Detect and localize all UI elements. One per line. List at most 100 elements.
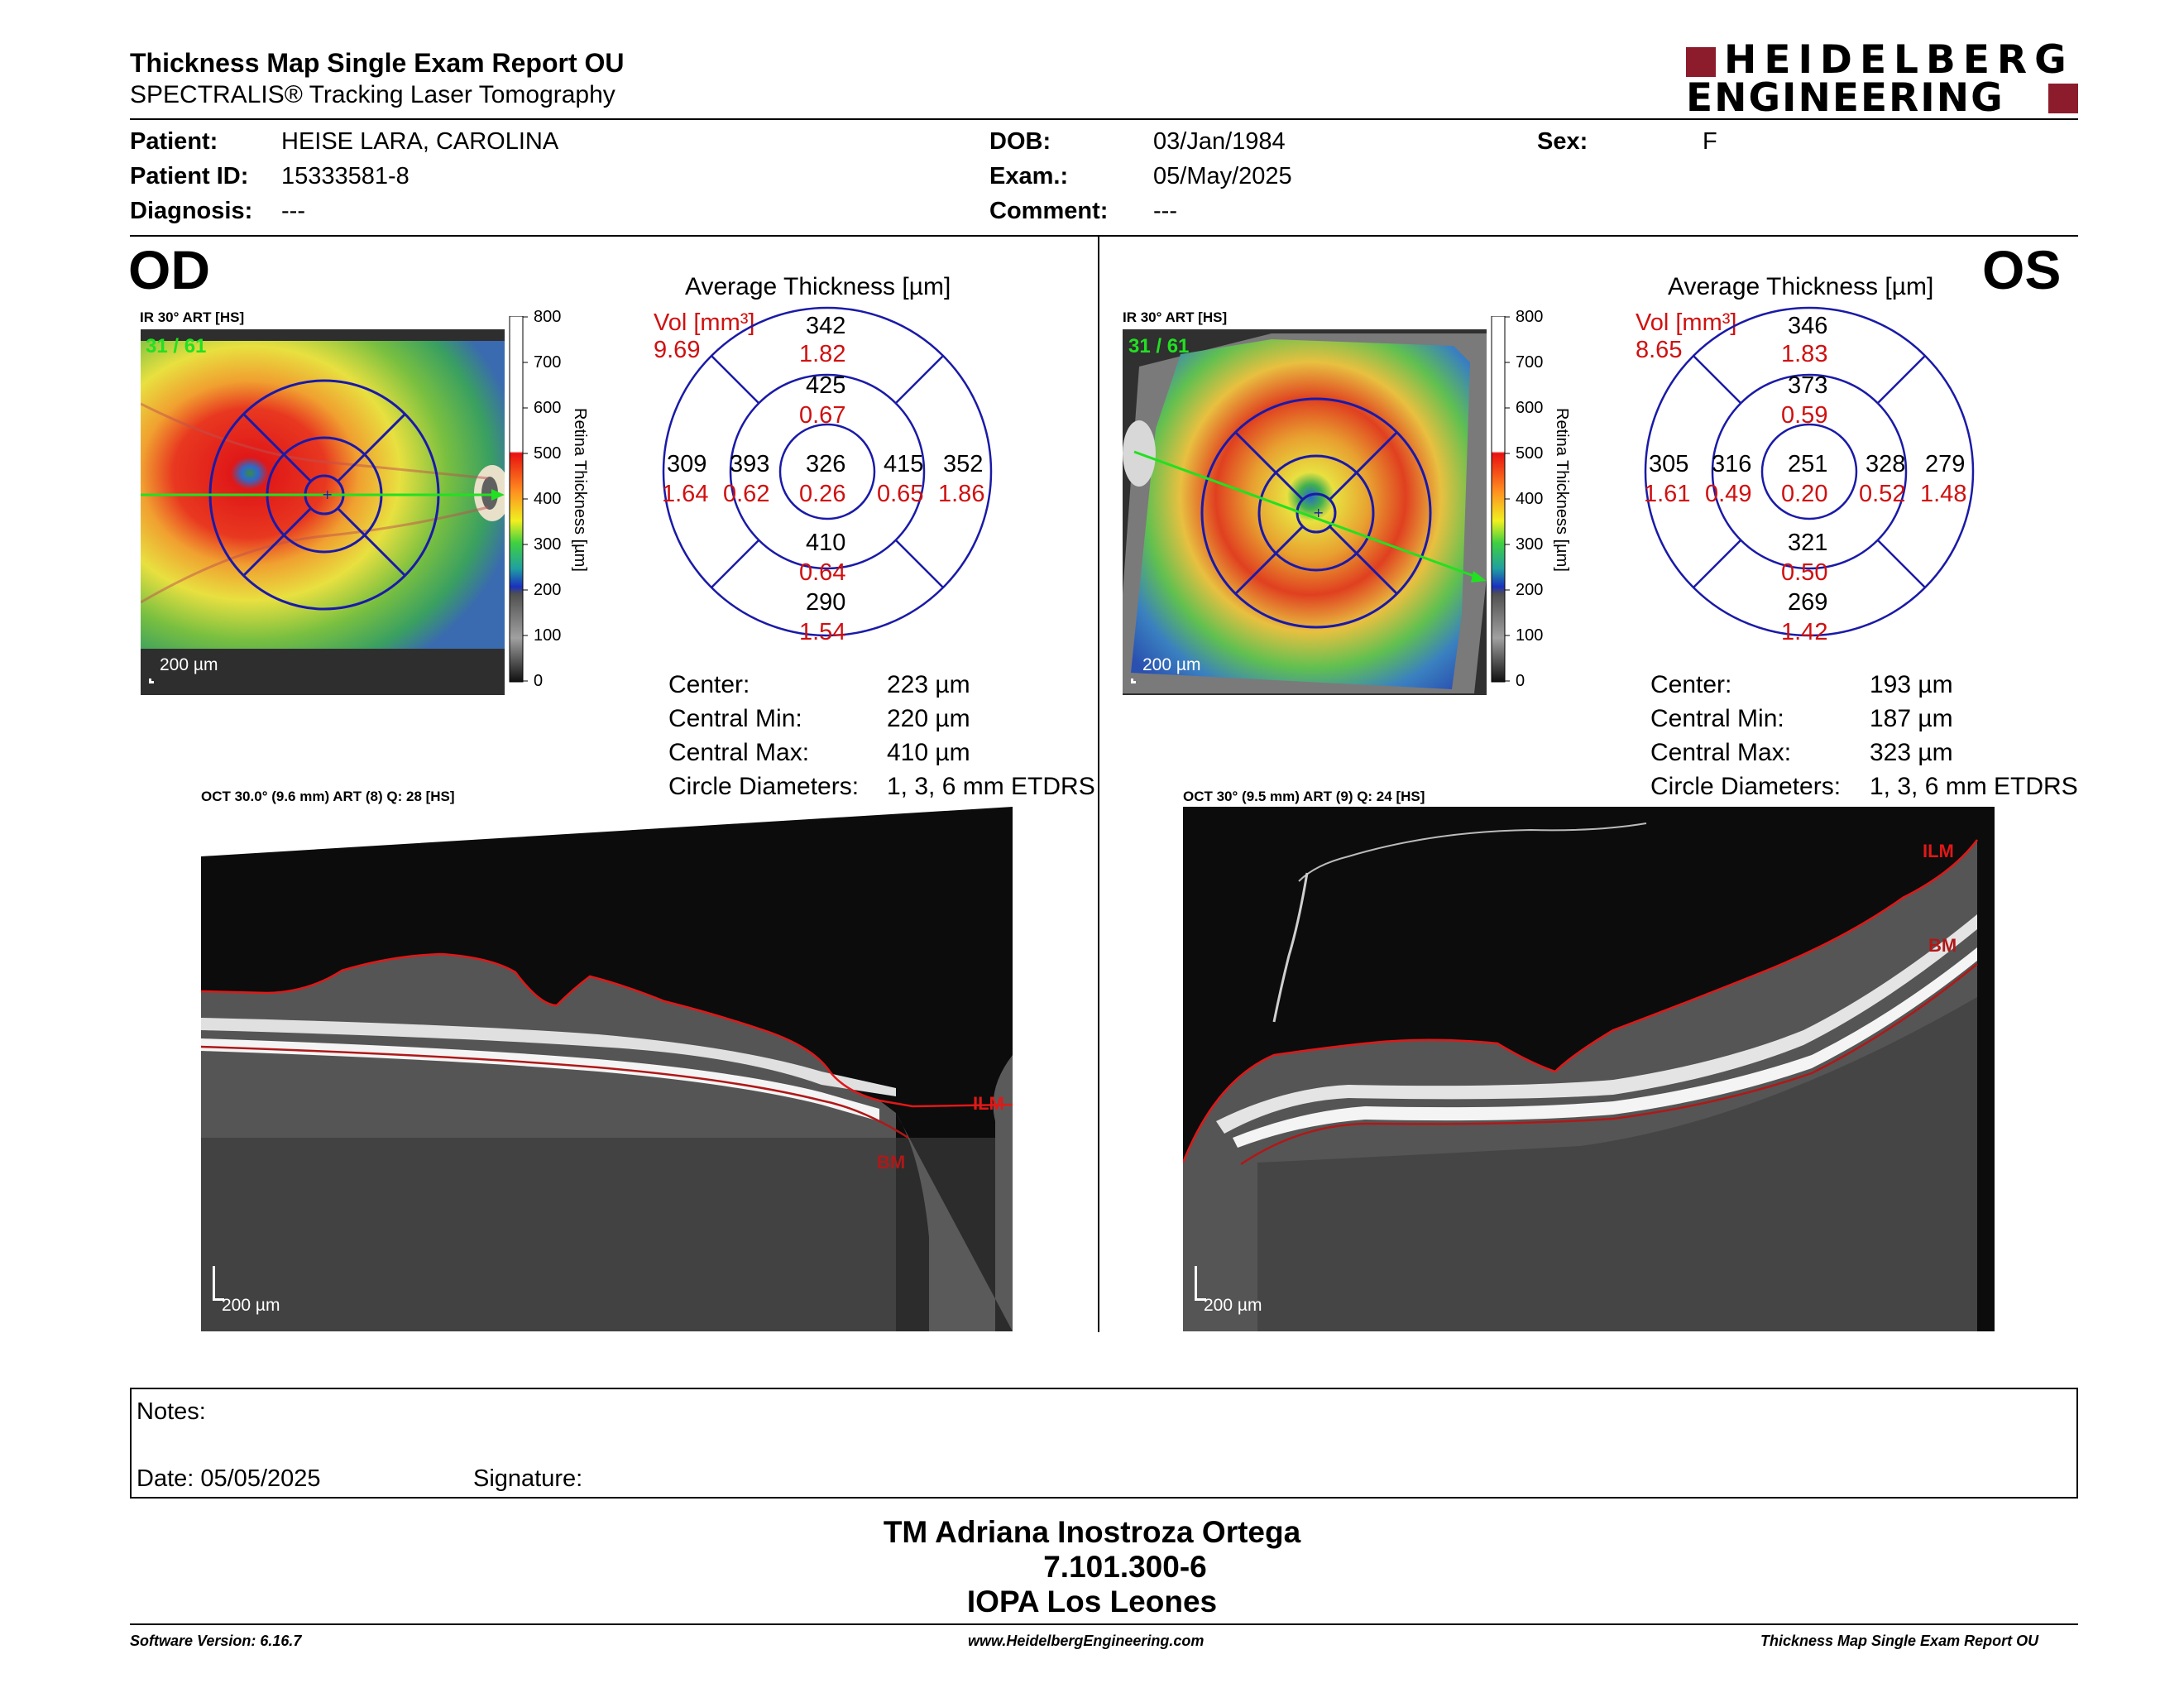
heidelberg-logo: HEIDELBERG ENGINEERING xyxy=(1686,41,2078,118)
od-outer-left-thickness: 309 xyxy=(667,451,707,477)
od-inner-right-volume: 0.65 xyxy=(877,481,924,507)
os-ir-scalebar: 200 µm xyxy=(1142,655,1201,674)
signer-id: 7.101.300-6 xyxy=(1043,1550,1207,1584)
exam-label: Exam.: xyxy=(989,163,1069,189)
od-inner-sup-thickness: 425 xyxy=(806,372,846,399)
os-outer-inf-thickness: 269 xyxy=(1788,589,1828,616)
os-frame-counter: 31 / 61 xyxy=(1128,335,1190,357)
od-outer-right-volume: 1.86 xyxy=(938,481,985,507)
os-tick-500: 500 xyxy=(1516,444,1544,463)
os-thickness-map: + xyxy=(1123,329,1487,695)
od-inner-inf-thickness: 410 xyxy=(806,530,846,556)
od-inner-sup-volume: 0.67 xyxy=(799,402,846,429)
od-outer-inf-thickness: 290 xyxy=(806,589,846,616)
os-ir-label: IR 30° ART [HS] xyxy=(1123,309,1228,325)
notes-signature-label: Signature: xyxy=(473,1465,583,1492)
os-circ-label: Circle Diameters: xyxy=(1650,773,1842,800)
od-tick-600: 600 xyxy=(534,399,562,417)
od-min-label: Central Min: xyxy=(668,705,802,732)
os-tick-600: 600 xyxy=(1516,399,1544,417)
os-outer-left-volume: 1.61 xyxy=(1644,481,1691,507)
od-circ-value: 1, 3, 6 mm ETDRS xyxy=(887,773,1095,800)
os-center-value: 193 µm xyxy=(1870,671,1953,698)
os-outer-inf-volume: 1.42 xyxy=(1781,619,1828,645)
od-outer-right-thickness: 352 xyxy=(943,451,984,477)
os-tick-100: 100 xyxy=(1516,626,1544,645)
os-tick-300: 300 xyxy=(1516,535,1544,554)
os-max-value: 323 µm xyxy=(1870,739,1953,766)
os-inner-right-thickness: 328 xyxy=(1866,451,1906,477)
os-oct-label: OCT 30° (9.5 mm) ART (9) Q: 24 [HS] xyxy=(1183,789,1425,804)
od-tick-500: 500 xyxy=(534,444,562,463)
svg-text:+: + xyxy=(322,487,333,502)
logo-red-block-left xyxy=(1686,47,1716,77)
diagnosis-label: Diagnosis: xyxy=(130,198,253,224)
notes-box xyxy=(130,1388,2078,1499)
svg-text:+: + xyxy=(1313,505,1324,520)
od-outer-sup-volume: 1.82 xyxy=(799,341,846,367)
od-tick-300: 300 xyxy=(534,535,562,554)
os-max-label: Central Max: xyxy=(1650,739,1792,766)
footer-website[interactable]: www.HeidelbergEngineering.com xyxy=(968,1633,1205,1649)
os-color-scale xyxy=(1491,316,1510,683)
od-oct-bscan xyxy=(201,807,1013,1331)
os-min-value: 187 µm xyxy=(1870,705,1953,732)
od-stats-labels: Center: Central Min: Central Max: Circle… xyxy=(668,668,859,803)
dob-label: DOB: xyxy=(989,128,1051,155)
od-max-label: Central Max: xyxy=(668,739,810,766)
od-ir-scalebar: 200 µm xyxy=(160,655,218,674)
od-min-value: 220 µm xyxy=(887,705,970,732)
od-max-value: 410 µm xyxy=(887,739,970,766)
od-center-label: Center: xyxy=(668,671,750,698)
od-ilm-label: ILM xyxy=(973,1093,1004,1114)
os-center-label: Center: xyxy=(1650,671,1732,698)
os-ilm-label: ILM xyxy=(1923,841,1954,861)
od-etdrs-grid xyxy=(662,306,993,637)
os-bm-label: BM xyxy=(1928,935,1957,956)
os-outer-sup-thickness: 346 xyxy=(1788,313,1828,339)
od-ir-label: IR 30° ART [HS] xyxy=(140,309,245,325)
od-oct-label: OCT 30.0° (9.6 mm) ART (8) Q: 28 [HS] xyxy=(201,789,455,804)
od-center-volume: 0.26 xyxy=(799,481,846,507)
od-vol-value: 9.69 xyxy=(654,337,701,363)
os-outer-right-volume: 1.48 xyxy=(1920,481,1967,507)
od-scale-label: Retina Thickness [µm] xyxy=(571,408,589,572)
od-tick-800: 800 xyxy=(534,308,562,326)
os-min-label: Central Min: xyxy=(1650,705,1784,732)
od-thickness-map: + xyxy=(141,329,505,695)
report-title: Thickness Map Single Exam Report OU xyxy=(130,48,625,78)
patient-id-label: Patient ID: xyxy=(130,163,249,189)
od-vol-label: Vol [mm³] xyxy=(654,309,755,336)
os-eye-label: OS xyxy=(1982,239,2062,300)
os-inner-inf-thickness: 321 xyxy=(1788,530,1828,556)
os-etdrs-grid xyxy=(1644,306,1975,637)
od-circ-label: Circle Diameters: xyxy=(668,773,860,800)
od-inner-left-volume: 0.62 xyxy=(723,481,770,507)
dob-value: 03/Jan/1984 xyxy=(1153,128,1286,155)
signer-institution: IOPA Los Leones xyxy=(966,1585,1218,1618)
diagnosis-value: --- xyxy=(281,198,305,224)
os-inner-sup-volume: 0.59 xyxy=(1781,402,1828,429)
os-oct-bscan xyxy=(1183,807,1995,1331)
os-inner-sup-thickness: 373 xyxy=(1788,372,1828,399)
os-tick-700: 700 xyxy=(1516,353,1544,372)
os-outer-right-thickness: 279 xyxy=(1925,451,1966,477)
report-subtitle: SPECTRALIS® Tracking Laser Tomography xyxy=(130,81,615,108)
od-stats-values: 223 µm 220 µm 410 µm 1, 3, 6 mm ETDRS xyxy=(887,668,1095,803)
od-tick-0: 0 xyxy=(534,672,544,690)
os-inner-right-volume: 0.52 xyxy=(1859,481,1906,507)
os-tick-400: 400 xyxy=(1516,490,1544,508)
sex-value: F xyxy=(1703,128,1717,155)
od-inner-left-thickness: 393 xyxy=(730,451,770,477)
patient-name: HEISE LARA, CAROLINA xyxy=(281,128,559,155)
notes-date: Date: 05/05/2025 xyxy=(136,1465,321,1492)
footer-report-name: Thickness Map Single Exam Report OU xyxy=(1760,1633,2039,1649)
os-vol-label: Vol [mm³] xyxy=(1636,309,1737,336)
os-stats-values: 193 µm 187 µm 323 µm 1, 3, 6 mm ETDRS xyxy=(1870,668,2078,803)
os-tick-200: 200 xyxy=(1516,581,1544,599)
od-oct-scalebar: 200 µm xyxy=(222,1296,280,1315)
os-circ-value: 1, 3, 6 mm ETDRS xyxy=(1870,773,2078,800)
patient-id-value: 15333581-8 xyxy=(281,163,410,189)
logo-line-1: HEIDELBERG xyxy=(1724,37,2074,83)
od-tick-100: 100 xyxy=(534,626,562,645)
